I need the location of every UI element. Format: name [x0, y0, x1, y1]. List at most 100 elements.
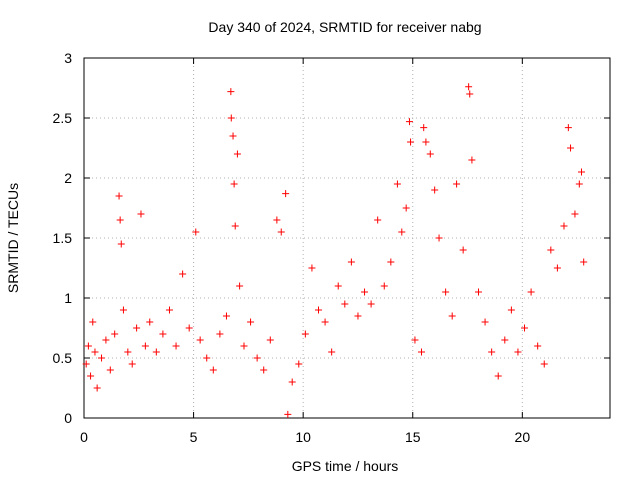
data-point [435, 234, 443, 242]
data-point [98, 354, 106, 362]
y-tick-label: 2 [64, 170, 72, 186]
data-point [442, 288, 450, 296]
data-point [227, 114, 235, 122]
x-tick-label: 10 [295, 429, 311, 445]
data-point [266, 336, 274, 344]
data-point [89, 318, 97, 326]
data-point [247, 318, 255, 326]
data-point [106, 366, 114, 374]
data-point [393, 180, 401, 188]
data-point [514, 348, 522, 356]
data-point [253, 354, 261, 362]
data-point [361, 288, 369, 296]
data-point [405, 118, 413, 126]
points-layer [82, 83, 588, 418]
data-point [420, 124, 428, 132]
data-point [575, 180, 583, 188]
y-tick-label: 1.5 [53, 230, 73, 246]
data-point [301, 330, 309, 338]
data-point [260, 366, 268, 374]
y-tick-label: 0.5 [53, 350, 73, 366]
data-point [540, 360, 548, 368]
data-point [192, 228, 200, 236]
data-point [222, 312, 230, 320]
data-point [328, 348, 336, 356]
data-point [133, 324, 141, 332]
data-point [411, 336, 419, 344]
data-point [321, 318, 329, 326]
data-point [380, 282, 388, 290]
data-point [367, 300, 375, 308]
data-point [468, 156, 476, 164]
chart-title: Day 340 of 2024, SRMTID for receiver nab… [208, 19, 481, 35]
data-point [431, 186, 439, 194]
data-point [102, 336, 110, 344]
data-point [407, 138, 415, 146]
data-point [137, 210, 145, 218]
data-point [402, 204, 410, 212]
data-point [398, 228, 406, 236]
data-point [387, 258, 395, 266]
data-point [196, 336, 204, 344]
grid-layer [84, 58, 610, 418]
data-point [567, 144, 575, 152]
data-point [448, 312, 456, 320]
y-tick-label: 2.5 [53, 110, 73, 126]
data-point [231, 222, 239, 230]
x-tick-label: 15 [405, 429, 421, 445]
data-point [475, 288, 482, 296]
x-tick-label: 5 [190, 429, 198, 445]
data-point [453, 180, 461, 188]
data-point [229, 132, 237, 140]
data-point [93, 384, 101, 392]
data-point [141, 342, 149, 350]
data-point [116, 216, 124, 224]
x-axis-label: GPS time / hours [292, 458, 399, 474]
data-point [111, 330, 119, 338]
x-tick-label: 20 [515, 429, 531, 445]
data-point [459, 246, 467, 254]
data-point [172, 342, 180, 350]
data-point [534, 342, 542, 350]
data-point [374, 216, 382, 224]
data-point [571, 210, 579, 218]
data-point [580, 258, 588, 266]
data-point [179, 270, 187, 278]
data-point [84, 342, 92, 350]
y-tick-label: 3 [64, 50, 72, 66]
data-point [465, 83, 473, 91]
data-point [547, 246, 555, 254]
data-point [82, 360, 90, 368]
data-point [240, 342, 248, 350]
data-point [488, 348, 496, 356]
data-point [273, 216, 281, 224]
data-point [230, 180, 238, 188]
data-point [146, 318, 154, 326]
data-point [236, 282, 244, 290]
data-point [277, 228, 285, 236]
data-point [466, 90, 474, 98]
data-point [501, 336, 509, 344]
data-point [481, 318, 489, 326]
data-point [159, 330, 167, 338]
data-point [124, 348, 132, 356]
data-point [422, 138, 430, 146]
data-point [152, 348, 160, 356]
data-point [347, 258, 355, 266]
data-point [295, 360, 303, 368]
plot-frame [83, 57, 611, 419]
data-point [354, 312, 362, 320]
data-point [527, 288, 535, 296]
data-point [115, 192, 123, 200]
data-point [315, 306, 323, 314]
data-point [128, 360, 136, 368]
data-point [521, 324, 529, 332]
y-tick-label: 0 [64, 410, 72, 426]
data-point [507, 306, 515, 314]
data-point [288, 378, 296, 386]
data-point [216, 330, 224, 338]
data-point [203, 354, 211, 362]
data-point [494, 372, 502, 380]
data-point [284, 410, 292, 418]
